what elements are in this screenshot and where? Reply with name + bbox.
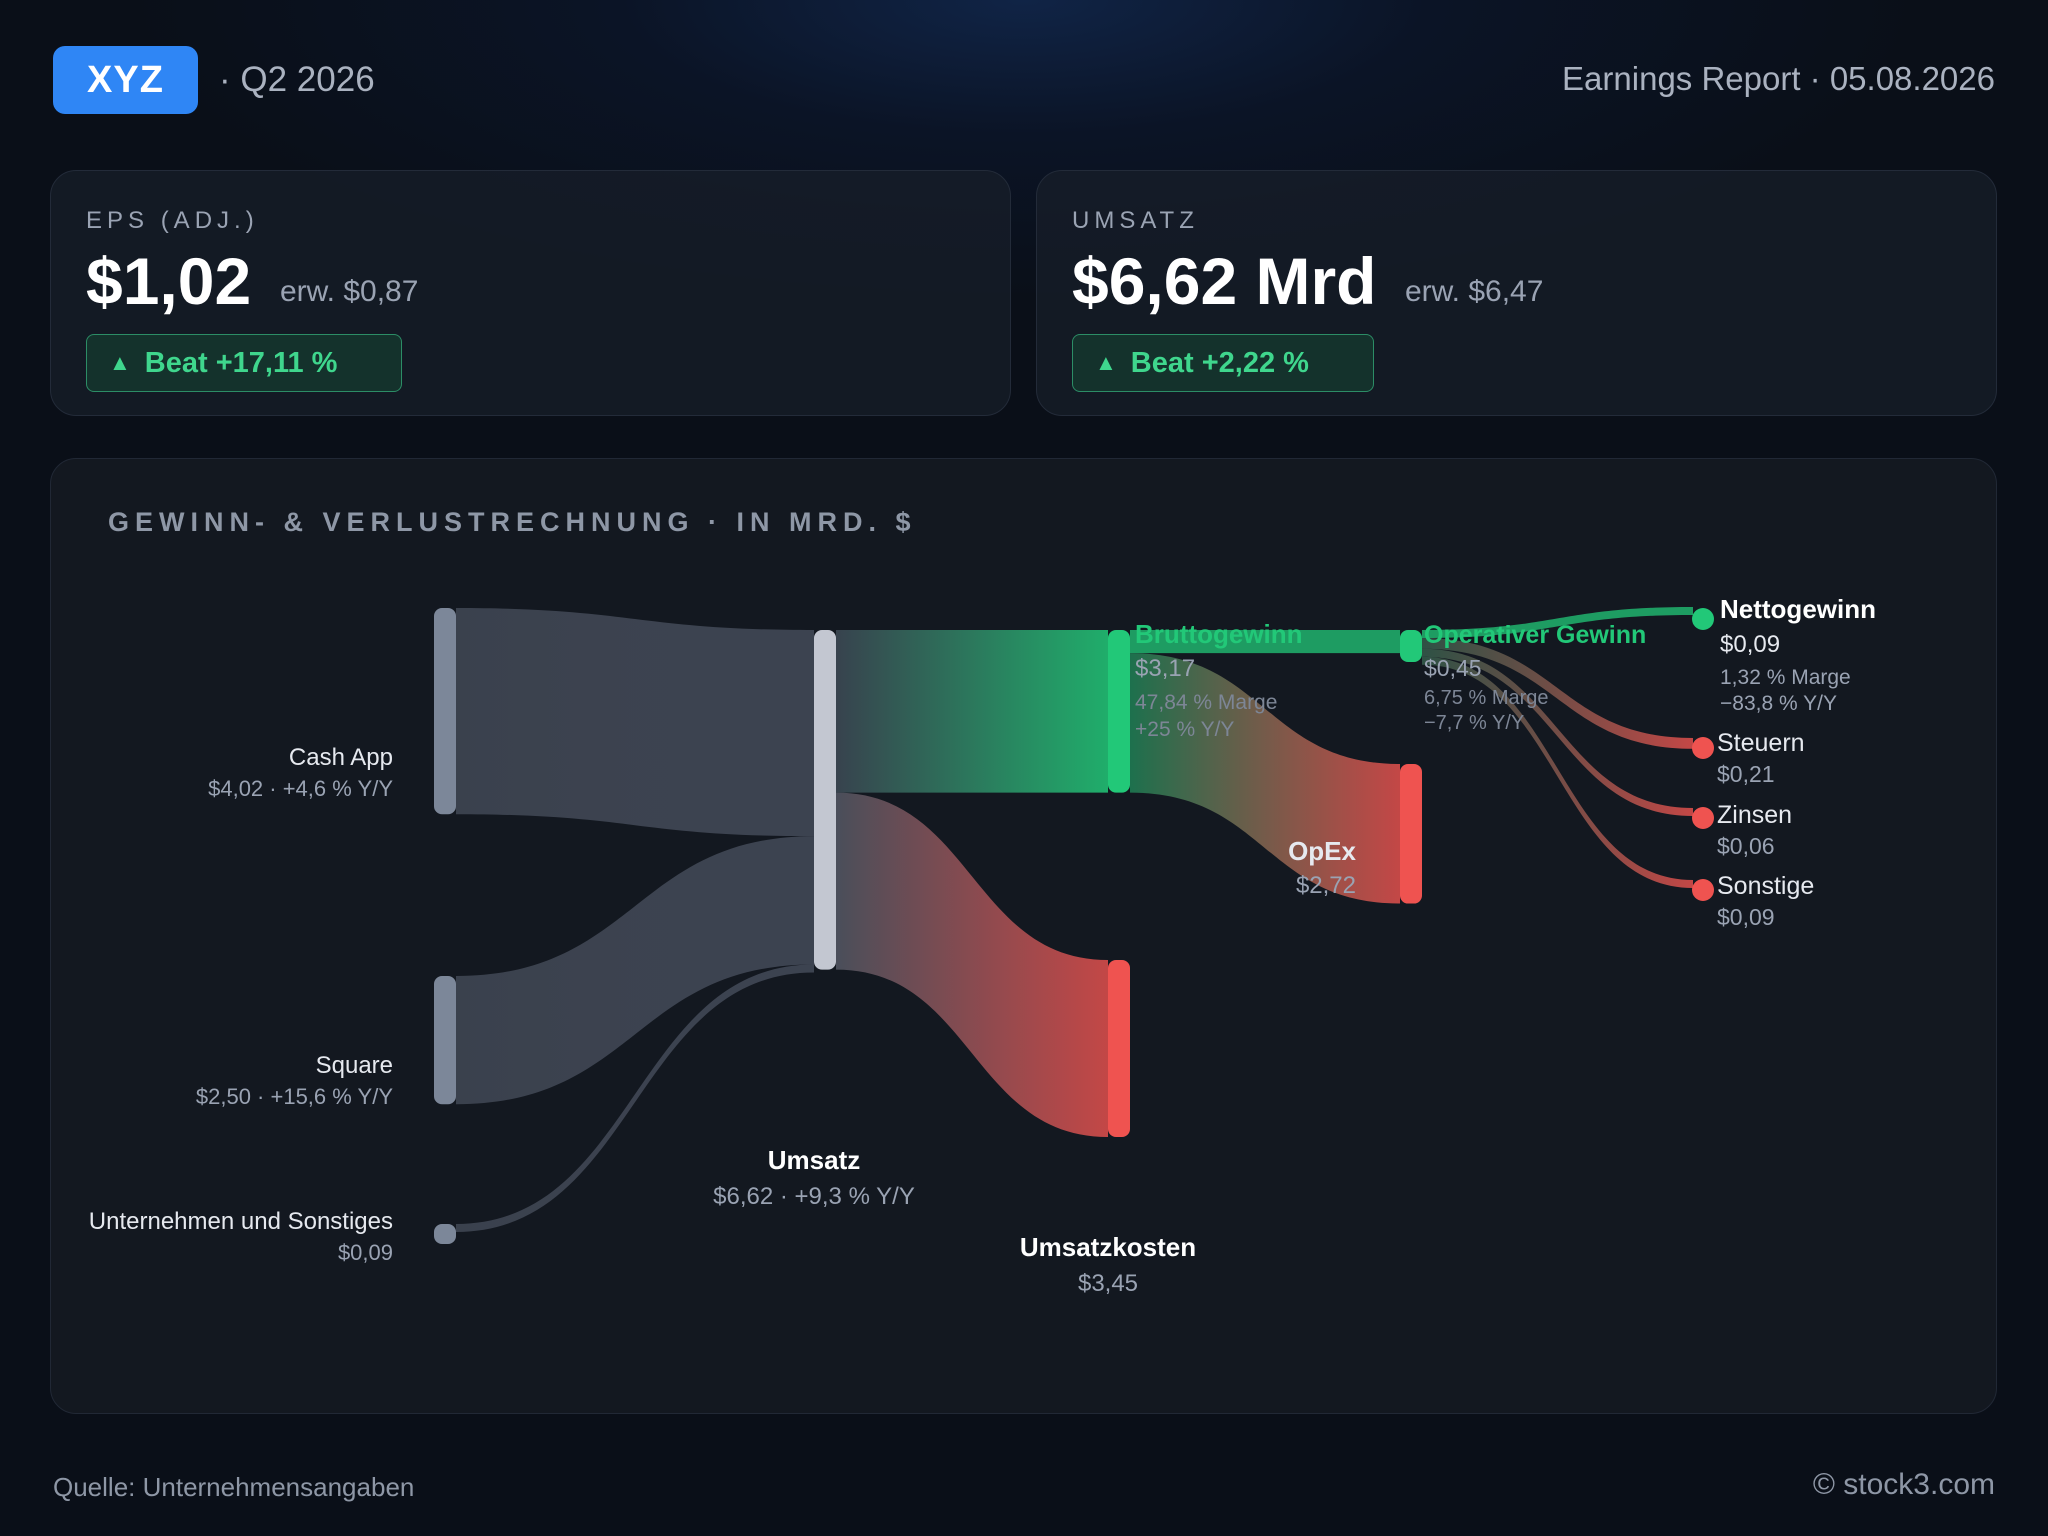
label-opex-name: OpEx [1288, 836, 1356, 866]
label-net-yoy: −83,8 % Y/Y [1720, 692, 1837, 715]
link-revenue-cogs [836, 792, 1108, 1137]
label-cogs-detail: $3,45 [1078, 1270, 1138, 1297]
ticker-badge[interactable]: XYZ [53, 46, 198, 114]
label-gross-name: Bruttogewinn [1135, 619, 1303, 649]
triangle-up-icon: ▲ [109, 350, 131, 375]
label-net-margin: 1,32 % Marge [1720, 666, 1851, 689]
label-opex-detail: $2,72 [1296, 872, 1356, 899]
link-cashapp-revenue [456, 608, 814, 837]
label-net-name: Nettogewinn [1720, 594, 1876, 624]
node-cogs[interactable] [1108, 960, 1130, 1137]
link-opinc-tax [1422, 638, 1693, 749]
node-net[interactable] [1692, 608, 1714, 630]
triangle-up-icon: ▲ [1095, 350, 1117, 375]
revenue-label: UMSATZ [1072, 207, 1199, 234]
header: XYZ · Q2 2026 Earnings Report · 05.08.20… [53, 46, 1995, 114]
link-revenue-gross [836, 630, 1108, 793]
eps-value: $1,02 [86, 244, 252, 318]
label-opinc-margin: 6,75 % Marge [1424, 687, 1549, 709]
label-gross-yoy: +25 % Y/Y [1135, 718, 1234, 741]
label-revenue-detail: $6,62 · +9,3 % Y/Y [713, 1183, 915, 1210]
node-opinc[interactable] [1400, 630, 1422, 662]
label-tax-name: Steuern [1717, 729, 1805, 757]
label-misc-name: Sonstige [1717, 872, 1814, 900]
revenue-value: $6,62 Mrd [1072, 244, 1377, 318]
label-tax-detail: $0,21 [1717, 761, 1775, 787]
node-tax[interactable] [1692, 737, 1714, 759]
link-opinc-interest [1422, 648, 1693, 816]
label-other-detail: $0,09 [338, 1240, 393, 1265]
label-interest-detail: $0,06 [1717, 833, 1775, 859]
label-misc-detail: $0,09 [1717, 904, 1775, 930]
label-cashapp-detail: $4,02 · +4,6 % Y/Y [208, 776, 393, 801]
node-square[interactable] [434, 976, 456, 1105]
link-square-revenue [456, 836, 814, 1105]
label-gross-margin: 47,84 % Marge [1135, 691, 1277, 714]
label-square-detail: $2,50 · +15,6 % Y/Y [196, 1084, 393, 1109]
revenue-card: UMSATZ $6,62 Mrd erw. $6,47 ▲ Beat +2,22… [1036, 170, 1997, 416]
label-cashapp-name: Cash App [289, 744, 393, 771]
label-gross-detail: $3,17 [1135, 655, 1195, 682]
link-gross-opinc [1130, 630, 1400, 654]
node-other[interactable] [434, 1224, 456, 1244]
label-opinc-name: Operativer Gewinn [1424, 621, 1646, 649]
panel-title: GEWINN- & VERLUSTRECHNUNG · IN MRD. $ [108, 507, 917, 537]
quarter-label: · Q2 2026 [219, 60, 375, 99]
link-opinc-misc [1422, 656, 1693, 888]
sankey-links [456, 607, 1693, 1232]
revenue-estimate: erw. $6,47 [1405, 275, 1544, 308]
revenue-beat-text: Beat +2,22 % [1130, 346, 1309, 379]
label-net-detail: $0,09 [1720, 631, 1780, 658]
label-interest-name: Zinsen [1717, 801, 1792, 829]
eps-label: EPS (ADJ.) [86, 207, 259, 234]
eps-estimate: erw. $0,87 [280, 275, 419, 308]
link-other-revenue [456, 964, 814, 1232]
label-square-name: Square [316, 1052, 393, 1079]
eps-card: EPS (ADJ.) $1,02 erw. $0,87 ▲ Beat +17,1… [50, 170, 1011, 416]
sankey-nodes [434, 608, 1714, 1244]
copyright[interactable]: © stock3.com [1812, 1468, 1995, 1501]
sankey-labels: Cash App $4,02 · +4,6 % Y/Y Square $2,50 · … [89, 594, 1876, 1297]
report-date: Earnings Report · 05.08.2026 [1562, 60, 1995, 97]
node-revenue[interactable] [814, 630, 836, 970]
node-gross[interactable] [1108, 630, 1130, 793]
label-revenue-name: Umsatz [768, 1145, 860, 1175]
node-cashapp[interactable] [434, 608, 456, 815]
node-opex[interactable] [1400, 764, 1422, 904]
link-gross-opex [1130, 653, 1400, 904]
label-opinc-detail: $0,45 [1424, 655, 1482, 681]
eps-beat-badge: ▲ Beat +17,11 % [86, 334, 403, 392]
label-cogs-name: Umsatzkosten [1020, 1232, 1196, 1262]
eps-beat-text: Beat +17,11 % [144, 346, 338, 379]
link-opinc-net [1422, 607, 1693, 638]
source-note: Quelle: Unternehmensangaben [53, 1472, 415, 1502]
revenue-beat-badge: ▲ Beat +2,22 % [1072, 334, 1374, 392]
label-other-name: Unternehmen und Sonstiges [89, 1208, 393, 1235]
node-interest[interactable] [1692, 807, 1714, 829]
node-misc[interactable] [1692, 879, 1714, 901]
label-opinc-yoy: −7,7 % Y/Y [1424, 712, 1524, 734]
